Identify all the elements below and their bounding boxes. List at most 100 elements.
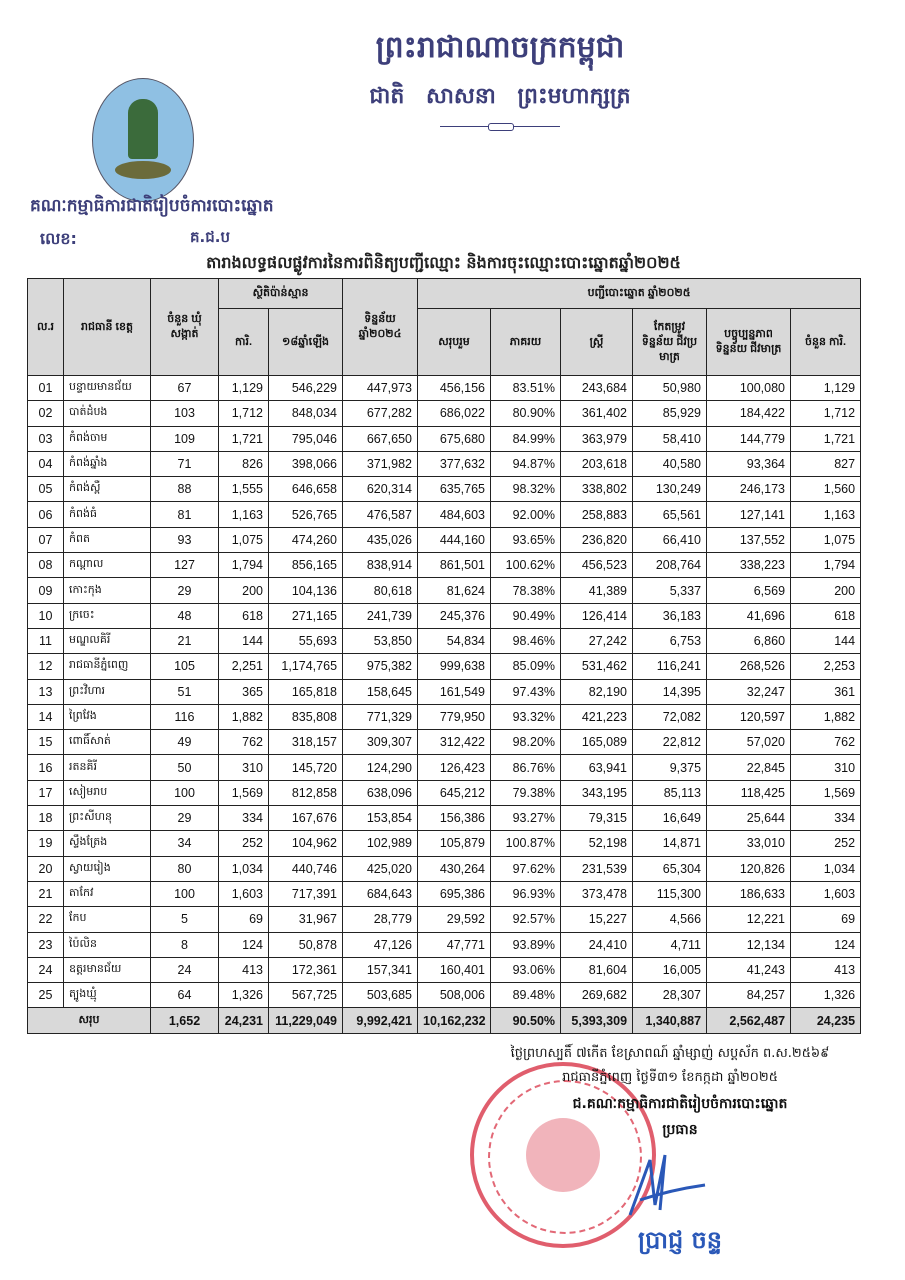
table-row: 01 បន្ទាយមានជ័យ 67 1,129 546,229 447,973 456,1… bbox=[27, 374, 862, 402]
cell-total: 81,624 bbox=[417, 577, 492, 604]
cell-women: 41,389 bbox=[560, 577, 634, 604]
cell-communes: 8 bbox=[150, 931, 219, 958]
cell-total: 105,879 bbox=[417, 830, 492, 857]
cell-total: 161,549 bbox=[417, 678, 492, 705]
cell-estimate-18plus: 167,676 bbox=[267, 805, 344, 832]
cell-total: 675,680 bbox=[417, 425, 492, 452]
cell-women: 79,315 bbox=[560, 805, 634, 832]
cell-province: បាត់ដំបង bbox=[63, 400, 151, 427]
cell-offices: 1,129 bbox=[790, 374, 862, 402]
cell-estimate-offices: 1,129 bbox=[218, 374, 269, 402]
organization-name: គណៈកម្មាធិការជាតិរៀបចំការបោះឆ្នោត bbox=[30, 196, 274, 216]
cell-total: 779,950 bbox=[417, 703, 492, 731]
cell-estimate-18plus: 546,229 bbox=[267, 374, 344, 402]
cell-no: 22 bbox=[27, 906, 64, 933]
cell-communes: 48 bbox=[150, 602, 219, 629]
cell-data-2024: 975,382 bbox=[342, 653, 419, 680]
cell-estimate-18plus: 812,858 bbox=[267, 779, 344, 807]
cell-data-2024: 771,329 bbox=[342, 703, 419, 731]
cell-estimate-18plus: 318,157 bbox=[267, 729, 344, 756]
cell-women: 52,198 bbox=[560, 830, 634, 857]
cell-data-2024: 435,026 bbox=[342, 526, 419, 554]
cell-women: 456,523 bbox=[560, 552, 634, 579]
cell-biometric-corrected: 14,395 bbox=[632, 678, 708, 705]
cell-biometric-updated: 6,569 bbox=[706, 577, 792, 604]
cell-no: 11 bbox=[27, 627, 64, 655]
cell-offices: 1,569 bbox=[790, 779, 862, 807]
solar-date: រាជធានីភ្នំពេញ ថ្ងៃទី៣១ ខែកក្កដា ឆ្នាំ២០… bbox=[562, 1070, 778, 1085]
cell-province: ព្រះវិហារ bbox=[63, 678, 151, 705]
cell-province: កោះកុង bbox=[63, 577, 151, 604]
cell-communes: 34 bbox=[150, 830, 219, 857]
header-percent: ភាគរយ bbox=[490, 308, 562, 376]
cell-no: 15 bbox=[27, 729, 64, 756]
cell-data-2024: 476,587 bbox=[342, 501, 419, 528]
cell-estimate-18plus: 104,136 bbox=[267, 577, 344, 604]
cell-women: 421,223 bbox=[560, 703, 634, 731]
cell-no: 24 bbox=[27, 956, 64, 984]
total-communes: 1,652 bbox=[150, 1007, 219, 1034]
total-biometric-corrected: 1,340,887 bbox=[632, 1007, 708, 1034]
cell-estimate-offices: 1,034 bbox=[218, 855, 269, 882]
cell-biometric-corrected: 36,183 bbox=[632, 602, 708, 629]
cell-offices: 1,560 bbox=[790, 476, 862, 503]
cell-data-2024: 638,096 bbox=[342, 779, 419, 807]
cell-women: 82,190 bbox=[560, 678, 634, 705]
cell-biometric-updated: 22,845 bbox=[706, 754, 792, 781]
table-row: 03 កំពង់ចាម 109 1,721 795,046 667,650 675,680 8… bbox=[27, 425, 862, 452]
header-list-group: បញ្ជីបោះឆ្នោត ឆ្នាំ២០២៥ bbox=[417, 278, 862, 309]
header-data-2024: ទិន្នន័យ ឆ្នាំ២០២៤ bbox=[342, 278, 419, 376]
cell-data-2024: 153,854 bbox=[342, 805, 419, 832]
total-biometric-updated: 2,562,487 bbox=[706, 1007, 792, 1034]
cell-offices: 413 bbox=[790, 956, 862, 984]
table-row: 05 កំពង់ស្ពឺ 88 1,555 646,658 620,314 635,765 9… bbox=[27, 476, 862, 503]
cell-estimate-18plus: 646,658 bbox=[267, 476, 344, 503]
cell-communes: 5 bbox=[150, 906, 219, 933]
cell-no: 10 bbox=[27, 602, 64, 629]
total-estimate-18plus: 11,229,049 bbox=[267, 1007, 344, 1034]
cell-offices: 2,253 bbox=[790, 653, 862, 680]
cell-estimate-offices: 1,794 bbox=[218, 552, 269, 579]
cell-biometric-updated: 25,644 bbox=[706, 805, 792, 832]
table-row: 04 កំពង់ឆ្នាំង 71 826 398,066 371,982 377,632 9… bbox=[27, 450, 862, 478]
table-row: 14 ព្រៃវែង 116 1,882 835,808 771,329 779,950 93… bbox=[27, 703, 862, 731]
cell-data-2024: 102,989 bbox=[342, 830, 419, 857]
cell-biometric-updated: 57,020 bbox=[706, 729, 792, 756]
cell-province: ក្រចេះ bbox=[63, 602, 151, 629]
cell-women: 343,195 bbox=[560, 779, 634, 807]
cell-estimate-18plus: 835,808 bbox=[267, 703, 344, 731]
cell-estimate-offices: 334 bbox=[218, 805, 269, 832]
cell-estimate-18plus: 474,260 bbox=[267, 526, 344, 554]
cell-biometric-corrected: 65,561 bbox=[632, 501, 708, 528]
table-row: 18 ព្រះសីហនុ 29 334 167,676 153,854 156,386 93.… bbox=[27, 805, 862, 832]
cell-biometric-updated: 118,425 bbox=[706, 779, 792, 807]
cell-data-2024: 447,973 bbox=[342, 374, 419, 402]
cell-estimate-18plus: 145,720 bbox=[267, 754, 344, 781]
cell-estimate-offices: 124 bbox=[218, 931, 269, 958]
cell-communes: 21 bbox=[150, 627, 219, 655]
table-row: 19 ស្ទឹងត្រែង 34 252 104,962 102,989 105,879 10… bbox=[27, 830, 862, 857]
cell-biometric-updated: 33,010 bbox=[706, 830, 792, 857]
cell-biometric-corrected: 4,711 bbox=[632, 931, 708, 958]
cell-biometric-corrected: 116,241 bbox=[632, 653, 708, 680]
cell-province: ស្ទឹងត្រែង bbox=[63, 830, 151, 857]
table-row: 25 ត្បូងឃ្មុំ 64 1,326 567,725 503,685 508,006… bbox=[27, 982, 862, 1009]
cell-biometric-corrected: 85,113 bbox=[632, 779, 708, 807]
cell-total: 686,022 bbox=[417, 400, 492, 427]
cell-estimate-18plus: 172,361 bbox=[267, 956, 344, 984]
cell-percent: 92.00% bbox=[490, 501, 562, 528]
cell-total: 430,264 bbox=[417, 855, 492, 882]
cell-percent: 93.06% bbox=[490, 956, 562, 984]
cell-estimate-offices: 1,326 bbox=[218, 982, 269, 1009]
cell-estimate-18plus: 31,967 bbox=[267, 906, 344, 933]
table-row: 08 កណ្តាល 127 1,794 856,165 838,914 861,501 100… bbox=[27, 552, 862, 579]
cell-women: 531,462 bbox=[560, 653, 634, 680]
table-row: 02 បាត់ដំបង 103 1,712 848,034 677,282 686,022 8… bbox=[27, 400, 862, 427]
cell-biometric-corrected: 16,005 bbox=[632, 956, 708, 984]
cell-offices: 1,326 bbox=[790, 982, 862, 1009]
cell-data-2024: 620,314 bbox=[342, 476, 419, 503]
cell-total: 126,423 bbox=[417, 754, 492, 781]
cell-percent: 93.27% bbox=[490, 805, 562, 832]
total-women: 5,393,309 bbox=[560, 1007, 634, 1034]
cell-no: 23 bbox=[27, 931, 64, 958]
